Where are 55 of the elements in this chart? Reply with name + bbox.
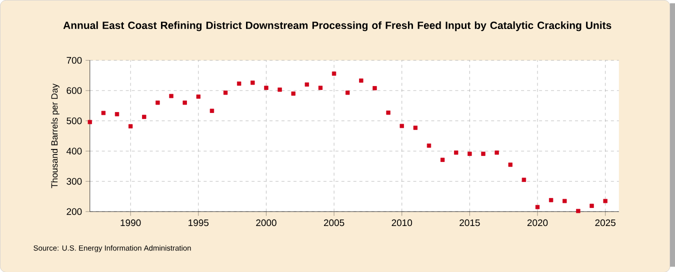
point <box>304 82 310 86</box>
point <box>576 208 580 213</box>
x-tick-label: 2015 <box>460 219 480 226</box>
point <box>413 125 418 130</box>
x-tick-label: 2000 <box>256 219 276 226</box>
point <box>386 110 390 115</box>
point <box>278 87 282 92</box>
point <box>101 110 106 115</box>
point <box>481 152 486 156</box>
point <box>318 86 323 90</box>
point <box>114 112 120 116</box>
point <box>440 158 445 162</box>
point <box>196 94 200 99</box>
point <box>590 204 594 208</box>
point <box>332 71 336 76</box>
y-tick-label: 700 <box>66 56 82 64</box>
point <box>426 143 432 148</box>
point <box>535 204 540 209</box>
y-tick-label: 300 <box>66 178 82 185</box>
point <box>359 78 364 82</box>
point <box>291 91 296 96</box>
y-tick-label: 400 <box>66 148 82 154</box>
y-tick-label: 500 <box>66 117 82 124</box>
point <box>264 86 268 90</box>
point <box>223 90 228 95</box>
x-tick-label: 1990 <box>120 219 141 226</box>
x-tick-label: 2020 <box>527 219 548 226</box>
point <box>182 100 187 105</box>
x-tick-label: 1995 <box>188 219 209 226</box>
point <box>508 162 512 167</box>
point <box>156 100 160 105</box>
point <box>250 80 255 85</box>
point <box>142 114 146 119</box>
point <box>128 124 133 128</box>
x-tick-label: 2010 <box>392 219 412 226</box>
x-tick-label: 2025 <box>595 219 616 226</box>
y-tick-label: 200 <box>66 208 82 215</box>
point <box>346 90 350 95</box>
point <box>494 150 499 154</box>
point <box>169 94 174 98</box>
x-tick-label: 2005 <box>324 219 344 226</box>
point <box>468 152 472 156</box>
point <box>210 108 214 113</box>
point <box>562 198 567 203</box>
point <box>522 178 526 182</box>
point <box>603 198 608 203</box>
point <box>236 81 242 86</box>
point <box>454 150 458 154</box>
point <box>88 120 92 124</box>
point <box>400 124 404 128</box>
point <box>548 198 554 202</box>
chart-title: Annual East Coast Refining District Downstream Processing of Fresh Feed Input by Catalytic Cracking Units <box>63 21 612 31</box>
point <box>372 86 377 90</box>
y-axis-title: Thousand Barrels per Day <box>51 83 60 188</box>
y-tick-label: 600 <box>66 87 82 94</box>
